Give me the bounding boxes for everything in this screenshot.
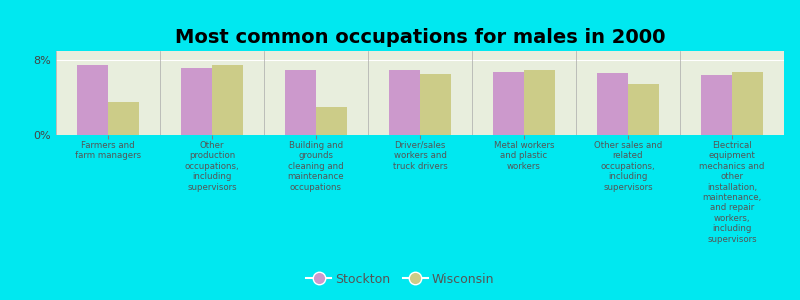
Bar (732, 71, 763, 135)
Bar (524, 70, 555, 135)
Bar (420, 74, 451, 135)
Bar (389, 70, 420, 135)
Text: Other
production
occupations,
including
supervisors: Other production occupations, including … (185, 141, 239, 192)
Bar (212, 65, 243, 135)
Bar (701, 75, 732, 135)
Text: Other sales and
related
occupations,
including
supervisors: Other sales and related occupations, inc… (594, 141, 662, 192)
Text: Electrical
equipment
mechanics and
other
installation,
maintenance,
and repair
w: Electrical equipment mechanics and other… (699, 141, 765, 244)
Text: Building and
grounds
cleaning and
maintenance
occupations: Building and grounds cleaning and mainte… (288, 141, 344, 192)
Text: Driver/sales
workers and
truck drivers: Driver/sales workers and truck drivers (393, 141, 447, 171)
Bar (493, 71, 524, 135)
Bar (628, 84, 659, 135)
Bar (597, 74, 628, 135)
Bar (316, 107, 347, 135)
Bar (285, 70, 316, 135)
Bar (108, 102, 139, 135)
Title: Most common occupations for males in 2000: Most common occupations for males in 200… (174, 28, 666, 47)
Bar (181, 68, 212, 135)
Legend: Stockton, Wisconsin: Stockton, Wisconsin (301, 268, 499, 291)
Bar (77, 65, 108, 135)
Text: Metal workers
and plastic
workers: Metal workers and plastic workers (494, 141, 554, 171)
Text: Farmers and
farm managers: Farmers and farm managers (75, 141, 141, 161)
